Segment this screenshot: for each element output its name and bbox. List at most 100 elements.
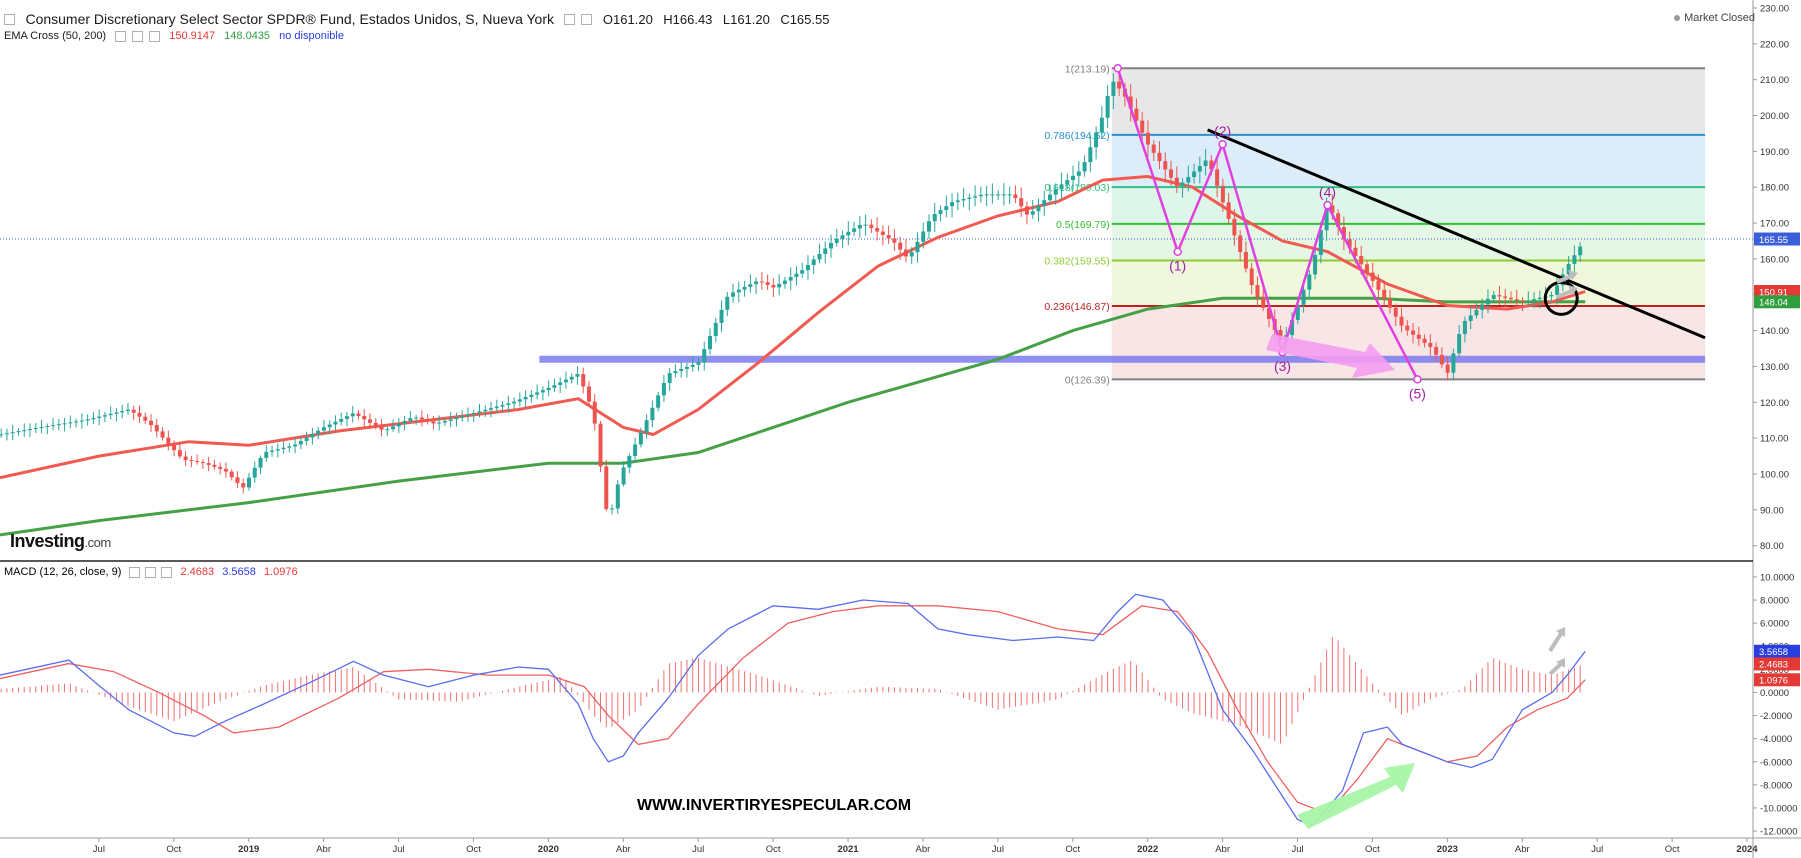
candle-body [932,213,937,222]
candle-body [805,264,810,271]
candle-body [489,408,494,410]
candle-body [1566,263,1571,275]
time-tick-label: Abr [616,844,631,855]
price-tick-label: 120.00 [1760,398,1789,409]
candle-body [120,411,125,413]
candle-body [1007,194,1012,196]
settings-icon[interactable] [115,30,127,42]
candle-body [125,409,130,412]
settings-icon[interactable] [129,566,141,578]
macd-projection-arrow [1548,661,1564,676]
candle-body [51,425,56,427]
candle-body [414,417,419,419]
ema-label: EMA Cross (50, 200) [4,30,107,42]
candle-body [264,451,269,458]
candle-body [1451,353,1456,373]
candle-body [1497,295,1502,297]
hide-icon[interactable] [132,30,144,42]
candle-body [552,385,557,388]
close-icon[interactable] [161,566,173,578]
candle-body [344,416,349,419]
candle-body [684,366,689,369]
candle-body [235,477,240,484]
candle-body [131,409,136,413]
price-badge-label: 165.55 [1759,235,1788,246]
candle-body [950,202,955,207]
time-tick-label: 2021 [837,844,859,855]
candle-body [1480,304,1485,310]
candle-body [200,462,205,464]
macd-hist-value: 2.4683 [180,566,215,578]
price-tick-label: 130.00 [1760,362,1789,373]
macd-tick-label: -6.0000 [1760,757,1792,768]
candle-body [892,238,897,243]
market-status: Market Closed [1674,12,1755,24]
hide-icon[interactable] [145,566,157,578]
candle-body [506,403,511,406]
ema-slow-value: 148.0435 [224,30,271,42]
candle-body [408,418,413,421]
candle-body [97,416,102,418]
collapse-icon[interactable] [4,14,15,26]
candle-body [437,422,442,424]
candle-body [195,461,200,463]
candle-body [1503,296,1508,298]
candle-body [1428,342,1433,348]
candle-body [1405,325,1410,331]
candle-body [627,455,632,468]
candle-body [586,386,591,402]
fib-level-label: 0.236(146.87) [1044,301,1109,313]
candle-body [650,407,655,421]
candle-body [1399,316,1404,326]
candle-body [886,234,891,239]
candle-body [1203,160,1208,167]
close-icon[interactable] [149,30,161,42]
candle-body [875,228,880,232]
time-tick-label: 2020 [538,844,559,855]
candle-body [1353,247,1358,256]
candle-body [189,460,194,462]
candle-body [794,273,799,278]
candle-body [1094,132,1099,148]
candle-body [1347,239,1352,248]
settings-icon[interactable] [564,14,576,26]
hide-icon[interactable] [581,14,593,26]
wave-label: (2) [1214,123,1231,139]
candle-body [563,379,568,383]
candle-body [137,412,142,417]
candle-body [1526,300,1531,302]
wave-point [1113,64,1122,73]
candle-body [1088,147,1093,163]
status-dot-icon [1674,15,1681,22]
candle-body [661,382,666,396]
price-tick-label: 160.00 [1760,254,1789,265]
candle-body [1197,166,1202,172]
candle-body [1036,205,1041,212]
time-tick-label: Oct [1365,844,1380,855]
macd-badge [1754,657,1800,671]
macd-badge-label: 2.4683 [1759,660,1788,671]
candle-body [633,444,638,456]
ema-200-line [0,296,1586,537]
candle-body [558,382,563,386]
candle-body [356,413,361,416]
candle-body [1290,319,1295,336]
time-tick-label: Oct [766,844,781,855]
fibonacci-retracement: 1(213.19)0.786(194.62)0.618(180.03)0.5(1… [1044,63,1706,386]
price-badge [1754,295,1800,309]
candle-body [909,252,914,257]
candle-body [1307,274,1312,290]
candle-body [241,483,246,488]
candle-body [638,432,643,445]
candle-body [575,374,580,377]
candle-body [1549,294,1554,297]
candle-body [1434,347,1439,355]
candle-body [396,423,401,427]
candle-body [1555,285,1560,295]
candle-body [973,196,978,198]
candle-body [1220,185,1225,203]
fib-zone [1111,260,1706,306]
time-tick-label: Abr [1215,844,1230,855]
candle-body [777,283,782,288]
candle-body [1024,206,1029,215]
